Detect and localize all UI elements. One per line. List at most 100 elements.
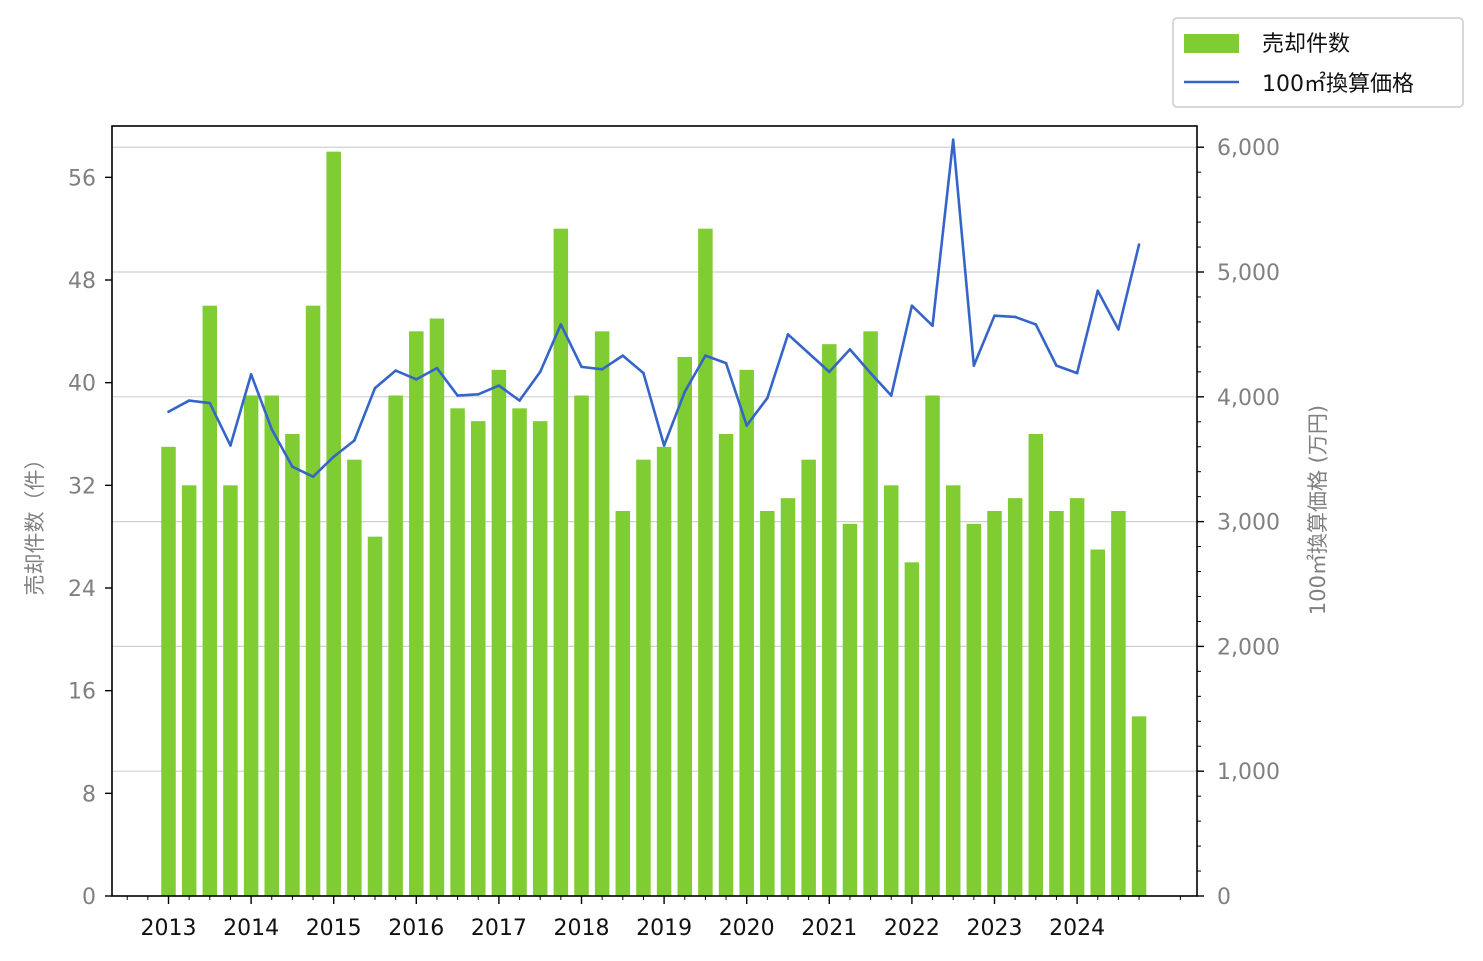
x-tick-label: 2024 [1049, 916, 1105, 941]
bar [1069, 498, 1085, 896]
bar [243, 395, 259, 896]
legend: 売却件数 100㎡換算価格 [1172, 17, 1464, 108]
line-point [270, 427, 274, 431]
line-point [187, 399, 191, 402]
bar [863, 331, 878, 896]
x-axis: 2013 2014 2015 2016 2017 2018 2019 2020 2021 2022… [126, 896, 1181, 941]
bar [636, 459, 651, 896]
line-point [311, 475, 315, 478]
line-point [353, 439, 356, 442]
line-point [724, 361, 728, 365]
bar [1111, 511, 1126, 896]
left-tick-label: 48 [68, 269, 96, 294]
left-tick-label: 32 [68, 474, 96, 499]
bar [739, 369, 754, 896]
left-tick-label: 40 [68, 372, 96, 397]
line-point [683, 390, 687, 394]
left-tick-label: 24 [68, 577, 96, 602]
bar [698, 228, 713, 896]
bar [532, 421, 548, 896]
bar [491, 369, 507, 896]
line-point [394, 369, 397, 372]
line-point [745, 424, 748, 427]
price-line [167, 138, 1141, 478]
line-point [704, 354, 707, 357]
line-point [889, 394, 893, 397]
line-point [869, 371, 872, 375]
plot-frame [111, 125, 1198, 897]
x-tick-label: 2021 [801, 916, 857, 941]
line-point [662, 444, 666, 447]
x-tick-label: 2018 [554, 916, 610, 941]
line-point [497, 384, 501, 387]
line-point [931, 324, 934, 327]
line-point [167, 410, 170, 414]
x-tick-label: 2015 [306, 916, 362, 941]
bar [594, 331, 610, 896]
line-point [208, 401, 212, 405]
legend-line-label: 100㎡換算価格 [1262, 71, 1414, 97]
line-point [559, 323, 563, 326]
line-point [332, 455, 336, 459]
bar [780, 498, 796, 896]
bar [1028, 434, 1044, 896]
line-series [167, 138, 1141, 478]
legend-bar-label: 売却件数 [1262, 32, 1350, 57]
line-point [249, 373, 253, 376]
bar [801, 459, 816, 896]
bar [822, 344, 837, 897]
line-point [580, 365, 583, 369]
line-point [642, 371, 645, 375]
bar [202, 305, 218, 897]
bar [656, 446, 672, 896]
line-point [786, 333, 790, 336]
bar [161, 446, 176, 896]
bar [718, 434, 734, 896]
left-tick-label: 56 [68, 166, 96, 191]
line-point [1055, 364, 1058, 367]
bar [987, 511, 1002, 896]
line-point [538, 370, 542, 374]
bar [264, 395, 279, 896]
bar [966, 523, 982, 896]
x-tick-label: 2014 [223, 916, 279, 941]
left-tick-label: 16 [68, 680, 96, 705]
line-point [600, 368, 604, 371]
line-point [1034, 323, 1038, 326]
bar [471, 421, 486, 896]
bar [305, 305, 321, 897]
line-point [972, 364, 976, 367]
bar [760, 511, 775, 896]
bar [285, 434, 300, 896]
bar [945, 485, 961, 896]
bar [553, 228, 569, 896]
bar [925, 395, 940, 896]
bar [512, 408, 527, 896]
bar [326, 151, 341, 896]
x-tick-label: 2023 [967, 916, 1023, 941]
bar [904, 562, 920, 896]
bar [409, 331, 424, 896]
bar [1049, 511, 1064, 896]
line-point [476, 393, 480, 396]
right-axis: 0 1,000 2,000 3,000 4,000 5,000 6,000 [1197, 136, 1280, 910]
bar [842, 523, 858, 896]
line-point [291, 465, 294, 468]
left-axis: 0 8 16 24 32 40 48 56 [68, 166, 112, 910]
line-point [828, 370, 831, 374]
bar [223, 485, 238, 896]
right-tick-label: 5,000 [1217, 261, 1280, 286]
left-tick-label: 8 [82, 782, 96, 807]
x-tick-label: 2019 [636, 916, 692, 941]
line-point [807, 351, 810, 355]
left-tick-label: 0 [82, 885, 96, 910]
line-point [993, 314, 996, 317]
bar [615, 511, 631, 896]
x-tick-label: 2013 [141, 916, 197, 941]
line-point [910, 304, 914, 308]
line-point [848, 348, 852, 351]
line-point [1096, 289, 1100, 293]
bar [1090, 549, 1105, 896]
legend-bar-swatch [1184, 34, 1239, 53]
